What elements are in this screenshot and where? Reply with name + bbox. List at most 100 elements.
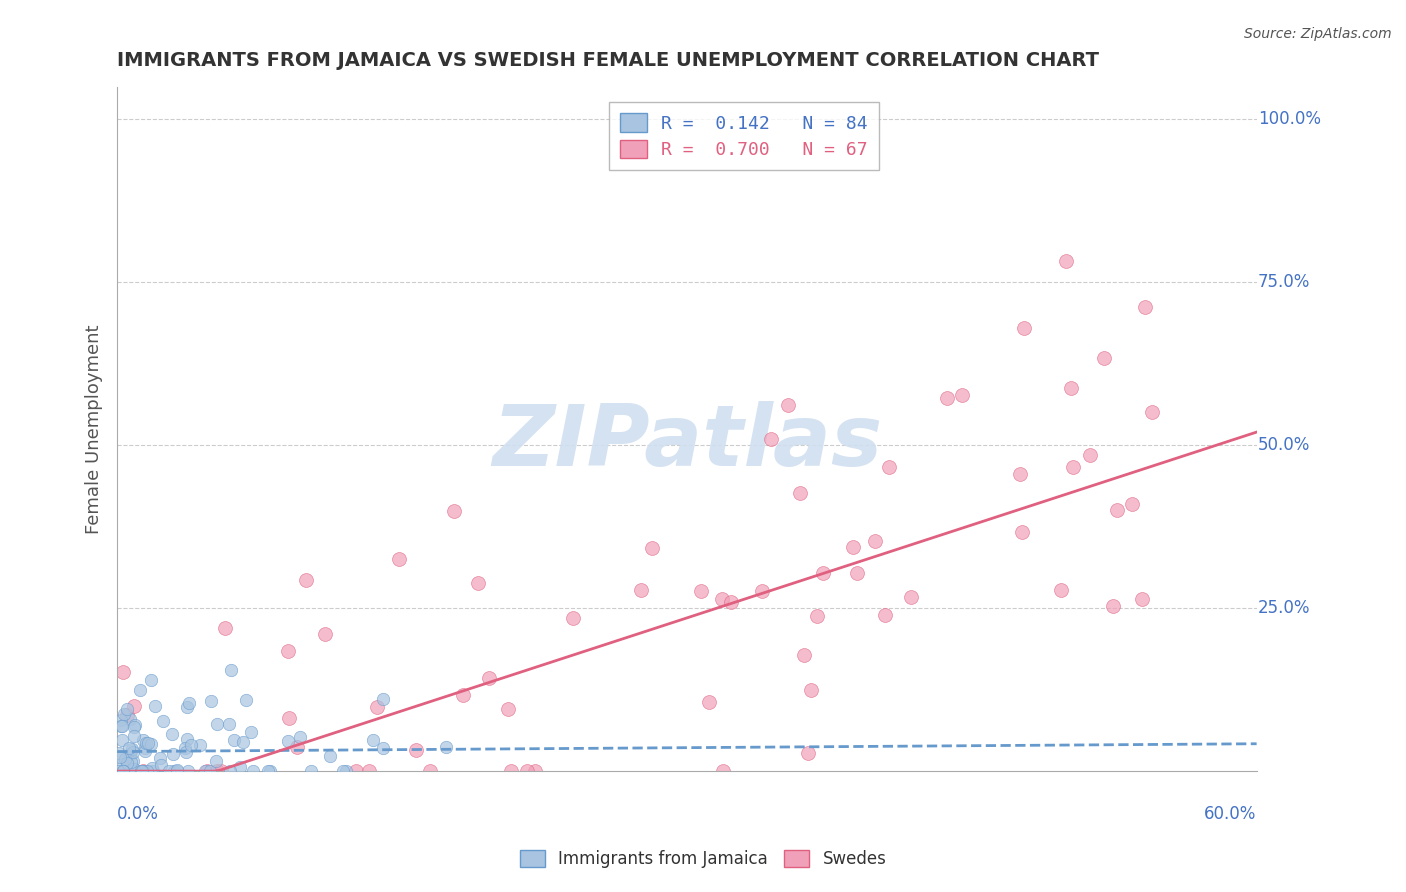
Point bbox=[160, 727, 183, 741]
Point bbox=[115, 756, 138, 770]
Point bbox=[1140, 405, 1163, 419]
Legend: R =  0.142   N = 84, R =  0.700   N = 67: R = 0.142 N = 84, R = 0.700 N = 67 bbox=[609, 103, 879, 170]
Point bbox=[277, 644, 299, 658]
Point bbox=[209, 764, 232, 779]
Point bbox=[846, 566, 869, 580]
Point bbox=[111, 719, 134, 733]
Point bbox=[108, 749, 131, 764]
Point bbox=[111, 732, 134, 747]
Point bbox=[257, 764, 280, 779]
Point bbox=[1078, 448, 1101, 462]
Point bbox=[710, 591, 733, 606]
Point bbox=[366, 699, 388, 714]
Point bbox=[875, 607, 897, 622]
Point bbox=[205, 755, 228, 769]
Point bbox=[121, 754, 143, 768]
Point bbox=[314, 626, 336, 640]
Point bbox=[1121, 497, 1143, 511]
Point bbox=[467, 575, 489, 590]
Point bbox=[139, 673, 162, 687]
Point bbox=[371, 740, 394, 755]
Point bbox=[287, 739, 309, 754]
Point bbox=[218, 764, 240, 779]
Point bbox=[344, 764, 367, 779]
Point bbox=[142, 764, 165, 779]
Point bbox=[443, 504, 465, 518]
Point bbox=[259, 764, 281, 779]
Text: 25.0%: 25.0% bbox=[1258, 599, 1310, 617]
Point bbox=[219, 664, 242, 678]
Point bbox=[118, 741, 141, 756]
Point bbox=[641, 541, 664, 556]
Point bbox=[1101, 599, 1123, 613]
Point bbox=[1062, 459, 1084, 474]
Point bbox=[122, 720, 145, 734]
Point bbox=[112, 764, 135, 779]
Point bbox=[176, 745, 198, 759]
Point bbox=[120, 755, 142, 769]
Point bbox=[232, 735, 254, 749]
Point bbox=[131, 764, 153, 779]
Point bbox=[900, 590, 922, 604]
Point bbox=[218, 717, 240, 731]
Point bbox=[129, 764, 152, 779]
Point bbox=[111, 665, 134, 679]
Point bbox=[294, 573, 316, 587]
Point bbox=[797, 747, 820, 761]
Point bbox=[240, 724, 263, 739]
Point bbox=[205, 717, 228, 731]
Point bbox=[359, 764, 381, 779]
Point bbox=[1060, 381, 1083, 395]
Point bbox=[373, 691, 395, 706]
Point bbox=[121, 745, 143, 759]
Text: Source: ZipAtlas.com: Source: ZipAtlas.com bbox=[1244, 27, 1392, 41]
Point bbox=[516, 764, 538, 779]
Point bbox=[713, 764, 735, 779]
Point bbox=[778, 397, 800, 411]
Point bbox=[335, 764, 357, 779]
Point bbox=[229, 760, 252, 774]
Point bbox=[288, 730, 311, 744]
Point bbox=[110, 719, 132, 733]
Point bbox=[112, 764, 135, 779]
Point bbox=[499, 764, 522, 779]
Point bbox=[177, 696, 200, 710]
Point bbox=[136, 736, 159, 750]
Point bbox=[107, 746, 129, 760]
Point bbox=[793, 648, 815, 663]
Point bbox=[112, 707, 135, 722]
Point bbox=[180, 738, 202, 752]
Point bbox=[115, 708, 138, 723]
Point bbox=[863, 533, 886, 548]
Point bbox=[149, 751, 172, 765]
Point bbox=[419, 764, 441, 779]
Point bbox=[935, 391, 957, 405]
Point bbox=[214, 621, 236, 635]
Point bbox=[1135, 300, 1157, 314]
Point bbox=[139, 737, 162, 751]
Point bbox=[811, 566, 834, 580]
Point bbox=[806, 609, 828, 624]
Point bbox=[277, 733, 299, 747]
Text: 100.0%: 100.0% bbox=[1258, 110, 1320, 128]
Point bbox=[751, 584, 773, 599]
Point bbox=[174, 741, 197, 756]
Point bbox=[720, 595, 742, 609]
Point bbox=[152, 714, 174, 729]
Point bbox=[451, 688, 474, 702]
Text: 0.0%: 0.0% bbox=[117, 805, 159, 823]
Point bbox=[697, 695, 720, 709]
Point bbox=[524, 764, 547, 779]
Text: IMMIGRANTS FROM JAMAICA VS SWEDISH FEMALE UNEMPLOYMENT CORRELATION CHART: IMMIGRANTS FROM JAMAICA VS SWEDISH FEMAL… bbox=[117, 51, 1099, 70]
Point bbox=[1054, 253, 1077, 268]
Point bbox=[124, 717, 146, 731]
Point bbox=[477, 671, 499, 685]
Point bbox=[122, 729, 145, 743]
Point bbox=[132, 732, 155, 747]
Point bbox=[143, 698, 166, 713]
Point bbox=[630, 582, 652, 597]
Point bbox=[107, 764, 129, 779]
Text: 75.0%: 75.0% bbox=[1258, 273, 1310, 291]
Point bbox=[299, 764, 322, 779]
Point bbox=[120, 712, 142, 726]
